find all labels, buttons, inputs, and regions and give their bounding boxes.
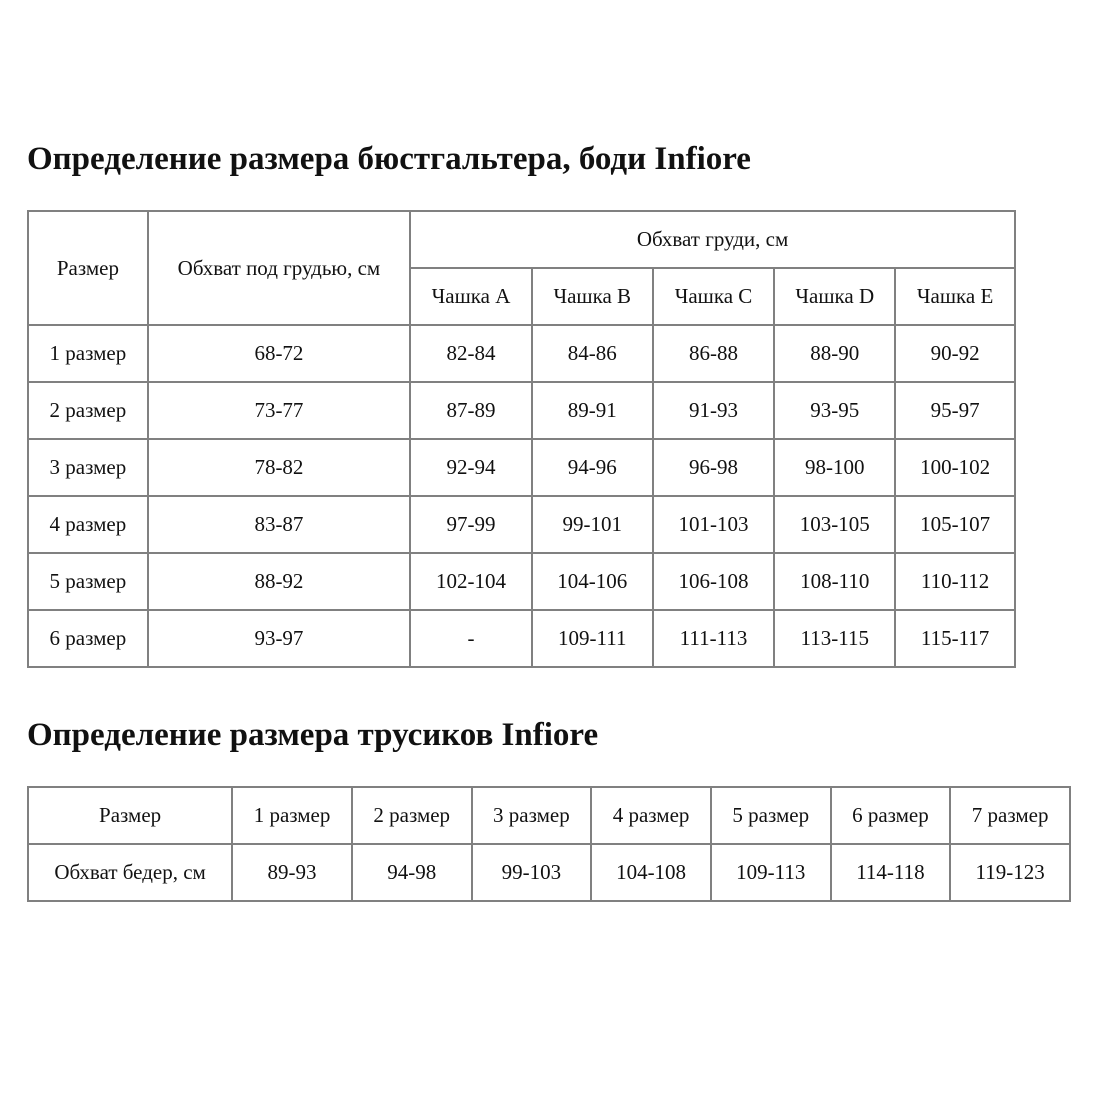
table-cell: 5 размер: [27, 552, 149, 611]
bra-size-table: Размер Обхват под грудью, см Обхват груд…: [27, 210, 1016, 668]
table-cell: 101-103: [651, 495, 776, 554]
table-row: 1 размер 68-72 82-84 84-86 86-88 88-90 90-92: [27, 324, 1016, 383]
table-cell: 110-112: [894, 552, 1016, 611]
table-cell: 109-113: [709, 843, 832, 902]
header-cell: 2 размер: [350, 786, 473, 845]
header-cell: 6 размер: [829, 786, 952, 845]
table-row: 4 размер 83-87 97-99 99-101 101-103 103-105 10…: [27, 495, 1016, 554]
table-cell: 114-118: [829, 843, 952, 902]
header-cup: Чашка D: [773, 267, 897, 326]
table-cell: 3 размер: [27, 438, 149, 497]
bra-size-title: Определение размера бюстгальтера, боди I…: [27, 141, 751, 177]
table-cell: 102-104: [409, 552, 533, 611]
table-cell: 84-86: [530, 324, 654, 383]
table-cell: 68-72: [146, 324, 412, 383]
table-cell: 115-117: [894, 609, 1016, 668]
table-cell: 96-98: [651, 438, 776, 497]
table-cell: 6 размер: [27, 609, 149, 668]
table-cell: 93-97: [146, 609, 412, 668]
header-bust: Обхват груди, см: [409, 210, 1016, 269]
table-cell: 1 размер: [27, 324, 149, 383]
table-cell: 92-94: [409, 438, 533, 497]
table-cell: -: [409, 609, 533, 668]
header-underbust: Обхват под грудью, см: [146, 210, 412, 326]
table-cell: 88-92: [146, 552, 412, 611]
table-cell: 94-98: [350, 843, 473, 902]
header-cup: Чашка C: [651, 267, 776, 326]
table-cell: 98-100: [773, 438, 897, 497]
header-cell: 1 размер: [231, 786, 353, 845]
table-cell: 99-103: [470, 843, 593, 902]
panties-size-table: Размер 1 размер 2 размер 3 размер 4 размер 5 …: [26, 786, 1071, 902]
header-size: Размер: [27, 210, 149, 326]
table-cell: 4 размер: [27, 495, 149, 554]
table-cell: 78-82: [146, 438, 412, 497]
table-cell: 97-99: [409, 495, 533, 554]
table-cell: 73-77: [146, 381, 412, 440]
table-cell: 94-96: [530, 438, 654, 497]
table-cell: 88-90: [773, 324, 897, 383]
header-cell: 4 размер: [590, 786, 712, 845]
table-cell: 113-115: [773, 609, 897, 668]
table-cell: 83-87: [146, 495, 412, 554]
table-cell: 106-108: [651, 552, 776, 611]
table-row: 6 размер 93-97-109-111 111-113 113-115 115-1…: [27, 609, 1016, 668]
table-cell: 86-88: [651, 324, 776, 383]
table-cell: 90-92: [894, 324, 1016, 383]
table-cell: 100-102: [894, 438, 1016, 497]
table-cell: 2 размер: [27, 381, 149, 440]
table-cell: 87-89: [409, 381, 533, 440]
header-cell: 3 размер: [470, 786, 593, 845]
table-cell: 82-84: [409, 324, 533, 383]
table-cell: 91-93: [651, 381, 776, 440]
table-cell: 105-107: [894, 495, 1016, 554]
table-cell: 111-113: [651, 609, 776, 668]
table-cell: 119-123: [949, 843, 1071, 902]
table-cell: Обхват бедер, см: [26, 843, 234, 902]
table-row: 3 размер 78-82 92-94 94-96 96-98 98-100 100-10…: [27, 438, 1016, 497]
table-cell: 99-101: [530, 495, 654, 554]
table-row: 2 размер 73-77 87-89 89-91 91-93 93-95 95-97: [27, 381, 1016, 440]
table-row: 5 размер 88-92 102-104 104-106 106-108 108-11…: [27, 552, 1016, 611]
table-cell: 89-91: [530, 381, 654, 440]
table-cell: 109-111: [530, 609, 654, 668]
table-cell: 95-97: [894, 381, 1016, 440]
table-cell: 93-95: [773, 381, 897, 440]
table-cell: 108-110: [773, 552, 897, 611]
header-cell: 5 размер: [709, 786, 832, 845]
table-cell: 103-105: [773, 495, 897, 554]
table-cell: 89-93: [231, 843, 353, 902]
header-cell: 7 размер: [949, 786, 1071, 845]
header-cup: Чашка B: [530, 267, 654, 326]
table-cell: 104-108: [590, 843, 712, 902]
panties-size-title: Определение размера трусиков Infiore: [27, 717, 599, 753]
header-cup: Чашка A: [409, 267, 533, 326]
table-cell: 104-106: [530, 552, 654, 611]
header-cup: Чашка E: [894, 267, 1016, 326]
header-cell: Размер: [26, 786, 234, 845]
